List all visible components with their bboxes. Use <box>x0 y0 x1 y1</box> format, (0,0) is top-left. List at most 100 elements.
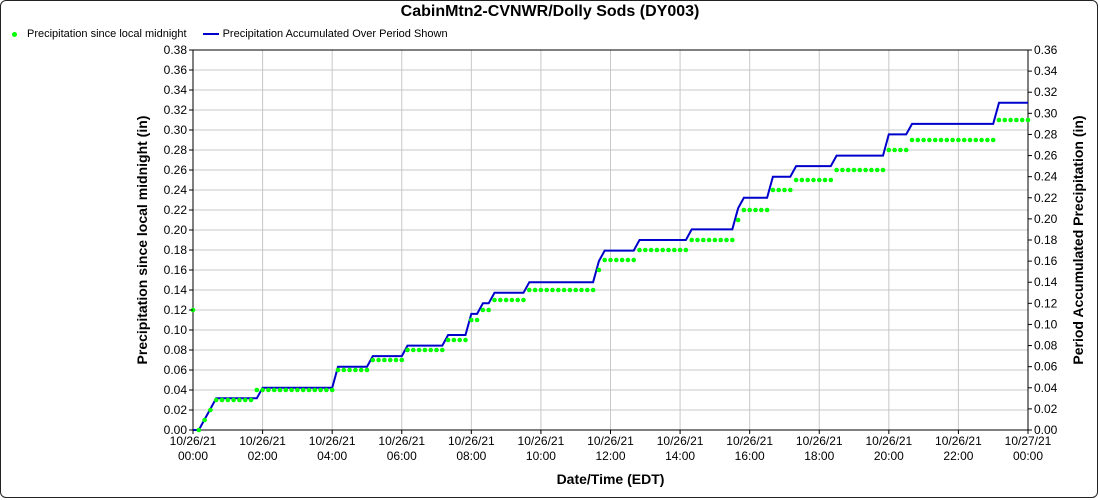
series-daily-point <box>666 247 671 253</box>
legend-marker-green-dot <box>12 31 17 37</box>
y-right-tick-label: 0.12 <box>1034 296 1058 310</box>
x-tick-label-date: 10/26/21 <box>796 434 843 448</box>
series-daily-point <box>677 247 683 253</box>
y-left-tick-label: 0.32 <box>164 103 188 117</box>
x-tick-label-time: 00:00 <box>178 449 208 463</box>
y-right-tick-label: 0.30 <box>1034 106 1058 120</box>
series-daily-point <box>672 247 677 253</box>
series-daily-point <box>776 187 781 193</box>
series-daily-point <box>573 287 578 293</box>
y-right-tick-label: 0.00 <box>1034 423 1058 437</box>
y-right-tick-label: 0.26 <box>1034 149 1058 163</box>
series-daily-point <box>329 387 335 393</box>
x-tick-label-date: 10/26/21 <box>935 434 982 448</box>
series-daily-point <box>364 367 370 373</box>
series-daily-point <box>260 387 265 393</box>
x-tick-label-time: 20:00 <box>874 449 904 463</box>
series-daily-point <box>828 177 834 183</box>
series-daily-point <box>654 247 660 253</box>
series-layer <box>190 101 1031 433</box>
series-daily-point <box>521 297 526 303</box>
series-daily-point <box>903 147 909 153</box>
series-daily-point <box>457 337 463 343</box>
series-daily-point <box>857 167 863 173</box>
series-daily-point <box>208 407 213 413</box>
y-left-tick-label: 0.22 <box>164 203 188 217</box>
series-daily-point <box>932 137 938 143</box>
legend-label-accumulated: Precipitation Accumulated Over Period Sh… <box>222 28 448 40</box>
x-tick-label-date: 10/26/21 <box>378 434 425 448</box>
y-right-tick-label: 0.06 <box>1034 360 1058 374</box>
series-daily-point <box>735 217 741 223</box>
series-daily-point <box>817 177 822 183</box>
series-daily-point <box>990 137 996 143</box>
series-daily-point <box>886 147 892 153</box>
x-tick-label-time: 00:00 <box>1013 449 1043 463</box>
y-right-tick-label: 0.18 <box>1034 233 1058 247</box>
series-daily-point <box>416 347 422 353</box>
series-daily-point <box>248 397 254 403</box>
series-daily-point <box>793 177 799 183</box>
y-left-tick-label: 0.12 <box>164 303 188 317</box>
series-daily-point <box>289 387 294 393</box>
series-daily-point <box>619 257 625 263</box>
series-daily-point <box>590 287 596 293</box>
series-daily-point <box>851 167 857 173</box>
tick-layer: 0.00 0.02 0.04 0.06 0.08 0.10 0.12 0.14 0.16 0.18… <box>164 43 1058 463</box>
y-right-tick-label: 0.24 <box>1034 170 1058 184</box>
series-daily-point <box>973 137 979 143</box>
y-right-tick-label: 0.28 <box>1034 127 1058 141</box>
x-tick-label-date: 10/26/21 <box>865 434 912 448</box>
series-daily-point <box>967 137 973 143</box>
series-accumulated-line <box>193 101 1028 431</box>
series-daily-point <box>741 207 747 213</box>
series-daily-point <box>225 397 231 403</box>
series-daily-point <box>921 137 926 143</box>
series-daily-point <box>237 397 242 403</box>
series-daily-point <box>898 147 903 153</box>
series-daily-point <box>213 397 219 403</box>
series-daily-point <box>1002 117 1008 123</box>
series-daily-point <box>300 387 306 393</box>
y-right-tick-label: 0.22 <box>1034 191 1058 205</box>
series-daily-point <box>718 237 723 243</box>
series-daily-point <box>840 167 845 173</box>
legend-item-accumulated: Precipitation Accumulated Over Period Sh… <box>202 28 448 40</box>
series-daily-point <box>515 297 520 303</box>
chart-title: CabinMtn2-CVNWR/Dolly Sods (DY003) <box>400 3 700 20</box>
series-daily-point <box>370 357 376 363</box>
y-left-tick-label: 0.24 <box>164 183 188 197</box>
series-daily-point <box>643 247 648 253</box>
series-daily-point <box>324 387 329 393</box>
series-daily-point <box>956 137 961 143</box>
x-tick-label-time: 12:00 <box>595 449 625 463</box>
y-left-tick-label: 0.14 <box>164 283 188 297</box>
series-daily-point <box>556 287 561 293</box>
series-daily-point <box>950 137 955 143</box>
y-right-tick-label: 0.36 <box>1034 43 1058 57</box>
series-daily-point <box>689 237 694 243</box>
series-daily-point <box>585 287 590 293</box>
series-daily-point <box>874 167 880 173</box>
series-daily-point <box>202 417 207 423</box>
series-daily-point <box>318 387 323 393</box>
y-left-tick-label: 0.26 <box>164 163 188 177</box>
y-left-tick-label: 0.08 <box>164 343 188 357</box>
series-daily-point <box>335 367 341 373</box>
x-tick-label-date: 10/26/21 <box>518 434 565 448</box>
x-tick-label-date: 10/26/21 <box>657 434 704 448</box>
series-daily-point <box>532 287 538 293</box>
series-daily-point <box>347 367 352 373</box>
series-daily-point <box>503 297 509 303</box>
series-daily-point <box>474 317 480 323</box>
series-daily-point <box>219 397 225 403</box>
series-daily-point <box>445 337 451 343</box>
series-daily-point <box>683 247 689 253</box>
series-daily-point <box>782 187 787 193</box>
series-daily-point <box>393 357 399 363</box>
series-daily-point <box>880 167 886 173</box>
series-daily-point <box>799 177 805 183</box>
series-daily-point <box>961 137 967 143</box>
series-daily-point <box>382 357 387 363</box>
series-daily-point <box>422 347 428 353</box>
